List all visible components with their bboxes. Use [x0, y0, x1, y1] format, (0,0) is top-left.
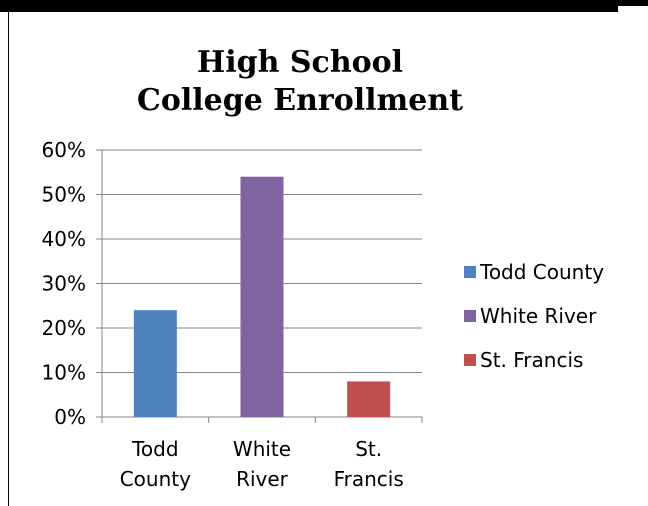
bar-0 [133, 310, 177, 417]
y-tick-label: 30% [42, 272, 86, 296]
chart-title: High School College Enrollment [110, 44, 490, 120]
legend-swatch [464, 354, 476, 366]
legend-label: Todd County [480, 260, 605, 284]
legend-label: White River [480, 304, 597, 328]
chart-title-line-2: College Enrollment [136, 83, 464, 118]
bar-1 [240, 176, 284, 417]
page-left-border [8, 12, 9, 506]
y-tick-label: 10% [42, 361, 86, 385]
legend-item: Todd County [464, 250, 604, 294]
y-tick-label: 20% [42, 316, 86, 340]
window-top-bar [0, 0, 648, 12]
y-tick-label: 60% [42, 138, 86, 162]
legend-swatch [464, 266, 476, 278]
x-tick-label: White [233, 437, 291, 461]
x-tick-label: St. [355, 437, 382, 461]
bar-2 [347, 381, 391, 417]
legend-item: St. Francis [464, 338, 604, 382]
legend-label: St. Francis [480, 348, 584, 372]
window-top-bar-gap [618, 6, 648, 12]
x-tick-label: County [120, 467, 191, 491]
chart-title-line-1: High School [196, 45, 404, 80]
y-tick-label: 0% [54, 405, 86, 429]
legend-swatch [464, 310, 476, 322]
y-tick-label: 40% [42, 227, 86, 251]
legend-item: White River [464, 294, 604, 338]
x-tick-label: Francis [334, 467, 404, 491]
x-tick-label: Todd [131, 437, 178, 461]
y-tick-label: 50% [42, 183, 86, 207]
chart-legend: Todd County White River St. Francis [464, 250, 604, 382]
x-tick-label: River [236, 467, 289, 491]
